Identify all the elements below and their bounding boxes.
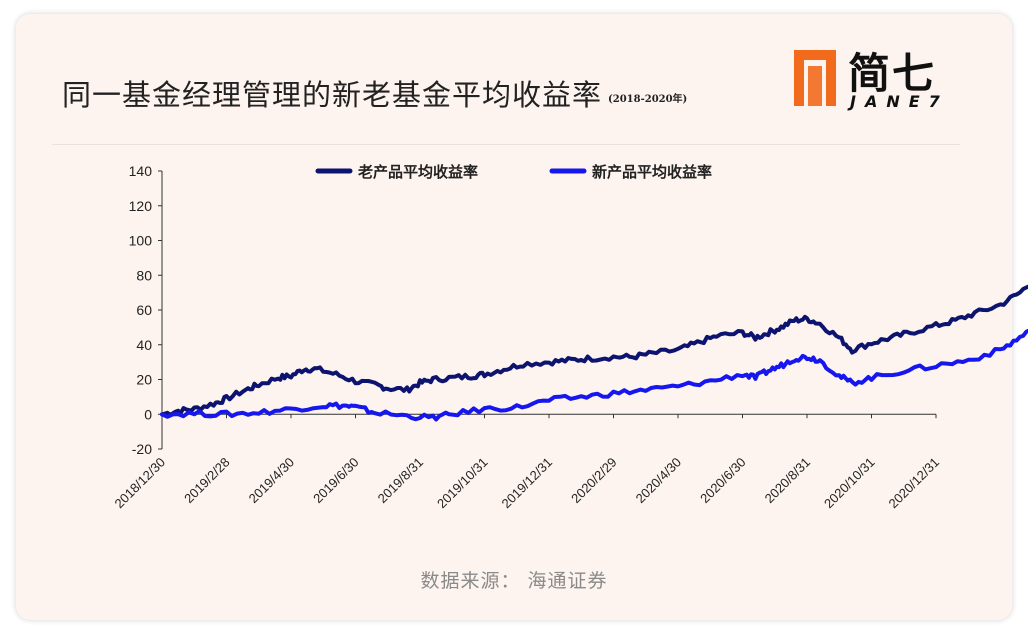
- chart-title-main: 同一基金经理管理的新老基金平均收益率: [62, 78, 603, 112]
- x-tick-label: 2019/4/30: [246, 455, 298, 507]
- x-tick-label: 2018/12/30: [111, 455, 168, 512]
- y-tick-label: 120: [129, 198, 153, 214]
- x-tick-label: 2019/8/31: [375, 455, 427, 507]
- y-tick-label: 40: [136, 337, 152, 353]
- legend-label: 新产品平均收益率: [592, 163, 712, 181]
- header-divider: [52, 144, 960, 145]
- y-tick-label: 80: [136, 267, 152, 283]
- y-tick-label: 20: [136, 372, 152, 388]
- chart-card: [16, 14, 1012, 620]
- chart-title-sub: (2018-2020年): [608, 93, 688, 105]
- y-tick-label: 0: [144, 406, 152, 422]
- chart-title: 同一基金经理管理的新老基金平均收益率 (2018-2020年): [62, 72, 687, 114]
- x-tick-label: 2020/6/30: [697, 455, 749, 507]
- x-tick-label: 2019/6/30: [310, 455, 362, 507]
- x-tick-label: 2020/2/29: [568, 455, 620, 507]
- y-tick-label: -20: [132, 441, 152, 457]
- y-tick-label: 100: [129, 233, 153, 249]
- x-tick-label: 2019/2/28: [181, 455, 233, 507]
- x-tick-label: 2020/8/31: [762, 455, 814, 507]
- data-source: 数据来源： 海通证券: [420, 570, 608, 592]
- logo-name: 简七: [848, 49, 937, 98]
- x-tick-label: 2020/10/31: [821, 455, 878, 512]
- legend-label: 老产品平均收益率: [357, 163, 478, 181]
- x-tick-label: 2019/10/31: [434, 455, 491, 512]
- logo-english-name: JANE7: [850, 92, 949, 111]
- y-tick-label: 60: [136, 302, 152, 318]
- x-tick-label: 2020/4/30: [633, 455, 685, 507]
- y-tick-label: 140: [129, 163, 153, 179]
- x-tick-label: 2020/12/31: [885, 455, 942, 512]
- x-tick-label: 2019/12/31: [498, 455, 555, 512]
- series-line-new-products: [160, 328, 1028, 422]
- logo-mark-icon: [794, 50, 836, 106]
- series-line-old-products: [160, 284, 1028, 417]
- brand-logo: 简七 JANE7: [784, 38, 970, 118]
